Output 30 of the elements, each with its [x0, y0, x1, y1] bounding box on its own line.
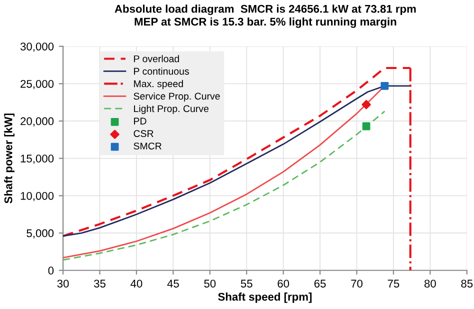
y-tick-label: 30,000: [20, 42, 54, 52]
y-tick-label: 0: [48, 266, 54, 275]
x-tick-label: 60: [278, 280, 290, 288]
x-tick-label: 35: [94, 280, 106, 288]
x-tick-label: 55: [240, 280, 252, 288]
legend-label: CSR: [134, 130, 154, 138]
y-axis-title: Shaft power [kW]: [4, 114, 14, 204]
x-tick-label: 80: [424, 280, 436, 288]
x-tick-label: 30: [57, 280, 69, 288]
x-tick-label: 45: [167, 280, 179, 288]
legend-label: P overload: [134, 55, 179, 62]
y-tick-label: 25,000: [20, 80, 54, 90]
x-axis-title: Shaft speed [rpm]: [218, 292, 312, 303]
y-tick-label: 15,000: [20, 154, 54, 164]
y-tick-label: 20,000: [20, 117, 54, 126]
legend-label: Service Prop. Curve: [134, 92, 220, 102]
legend-label: PD: [134, 118, 146, 124]
y-tick-label: 10,000: [20, 192, 54, 202]
x-tick-label: 75: [388, 280, 400, 288]
y-tick-label: 5,000: [26, 229, 54, 238]
legend-label: Max. speed: [134, 80, 183, 90]
x-tick-label: 40: [130, 280, 142, 288]
x-tick-label: 85: [461, 280, 473, 288]
chart-title: Absolute load diagram SMCR is 24656.1 kW at 73.81 rpm MEP at SMCR is 15.3 bar. 5% light running margin: [114, 4, 416, 28]
legend-label: Light Prop. Curve: [134, 104, 208, 114]
legend-label: P continuous: [134, 68, 189, 75]
legend-label: SMCR: [134, 142, 162, 150]
x-tick-label: 70: [351, 280, 362, 288]
x-tick-label: 65: [314, 280, 326, 288]
x-tick-label: 50: [204, 280, 216, 288]
